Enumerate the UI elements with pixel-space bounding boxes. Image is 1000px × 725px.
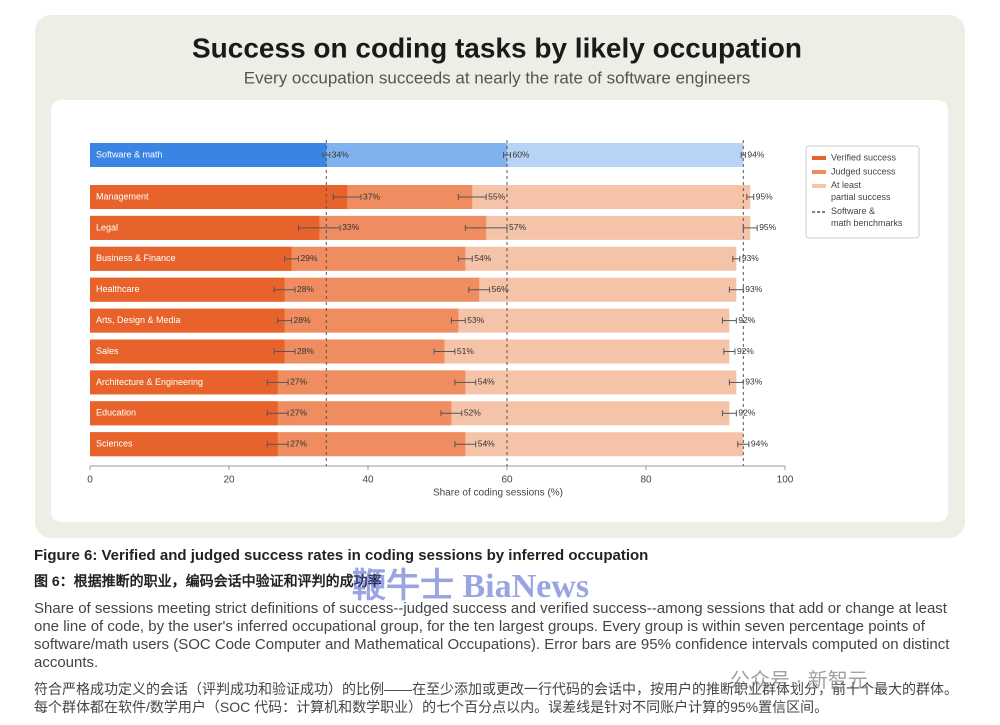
category-label: Architecture & Engineering [96,377,203,387]
bar [90,277,285,302]
value-label: 33% [342,222,359,232]
bar [90,246,292,271]
value-label: 94% [751,438,768,448]
x-tick-label: 20 [223,475,235,486]
value-label: 53% [467,315,484,325]
value-label: 28% [297,346,314,356]
caption-text: Share of sessions meeting strict definit… [34,600,950,671]
chart-title: Success on coding tasks by likely occupa… [192,32,802,63]
value-label: 92% [737,346,754,356]
category-label: Management [96,191,149,201]
value-label: 95% [759,222,776,232]
value-label: 28% [297,284,314,294]
bar [90,143,327,167]
value-label: 54% [478,377,495,387]
value-label: 95% [756,191,773,201]
legend-label: Verified success [831,152,897,162]
x-tick-label: 60 [501,475,513,486]
category-label: Legal [96,222,118,232]
legend-label: Software & math benchmarks [831,206,903,228]
value-label: 54% [474,253,491,263]
caption-title-zh: 图 6：根据推断的职业，编码会话中验证和评判的成功率 [34,573,382,589]
x-axis-label: Share of coding sessions (%) [433,488,563,499]
value-label: 52% [464,408,481,418]
value-label: 92% [738,315,755,325]
x-tick-label: 80 [640,475,652,486]
caption-title: Figure 6: Verified and judged success ra… [34,547,649,564]
value-label: 93% [742,253,759,263]
value-label: 54% [478,438,495,448]
bar [90,185,348,209]
value-label: 92% [738,408,755,418]
value-label: 27% [290,408,307,418]
category-label: Software & math [96,149,163,159]
legend-label: At least partial success [831,180,891,202]
category-label: Business & Finance [96,253,176,263]
value-label: 27% [290,438,307,448]
value-label: 57% [509,222,526,232]
chart-subtitle: Every occupation succeeds at nearly the … [244,68,751,87]
value-label: 27% [290,377,307,387]
value-label: 55% [488,191,505,201]
value-label: 60% [512,149,529,159]
legend-label: Judged success [831,166,896,176]
value-label: 29% [301,253,318,263]
legend-box [805,145,920,239]
value-label: 37% [363,191,380,201]
x-tick-label: 100 [777,475,794,486]
value-label: 94% [747,149,764,159]
bar [90,401,278,426]
category-label: Sales [96,346,119,356]
chart: Success on coding tasks by likely occupa… [35,15,965,538]
value-label: 51% [457,346,474,356]
bar [90,432,278,457]
value-label: 56% [492,284,509,294]
bar [90,308,285,333]
x-tick-label: 0 [87,475,93,486]
category-label: Sciences [96,439,133,449]
value-label: 93% [745,377,762,387]
watermark: 公众号 · 新智元 [730,670,868,692]
category-label: Healthcare [96,284,140,294]
bar [90,215,320,240]
value-label: 34% [332,149,349,159]
bar [90,370,278,395]
watermark: 鞭牛士 BiaNews [352,568,590,605]
x-tick-label: 40 [362,475,374,486]
category-label: Arts, Design & Media [96,315,181,325]
value-label: 28% [294,315,311,325]
value-label: 93% [745,284,762,294]
bar [90,339,285,364]
caption-text-zh: 符合严格成功定义的会话（评判成功和验证成功）的比例——在至少添加或更改一行代码的… [34,681,958,715]
category-label: Education [96,408,136,418]
